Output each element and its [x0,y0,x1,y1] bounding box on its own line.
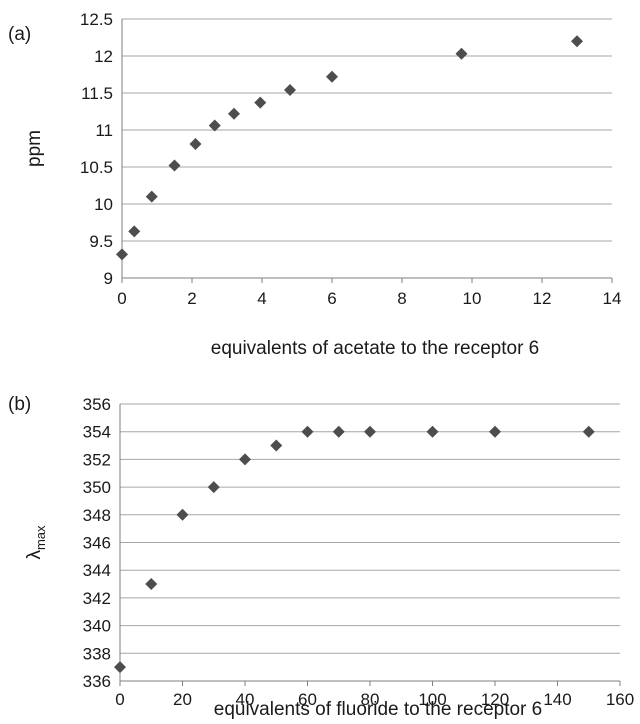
chart-a-y-tick-label: 10.5 [80,158,113,177]
chart-a-x-tick-label: 4 [257,289,266,308]
chart-a-data-point [128,225,141,238]
chart-a-data-point [116,248,128,261]
chart-b-y-tick-label: 352 [83,450,111,469]
chart-b-x-tick-label: 0 [115,690,124,709]
chart-b-y-tick-label: 348 [83,506,111,525]
chart-b-x-tick-label: 160 [606,690,634,709]
chart-b-data-point [364,425,376,438]
chart-b-x-tick-label: 140 [543,690,571,709]
chart-a-x-tick-label: 6 [327,289,336,308]
chart-a-y-tick-label: 11.5 [81,84,113,103]
chart-a-data-point [326,70,338,83]
chart-b-y-axis-title: λmax [24,525,48,560]
chart-a-x-axis-title: equivalents of acetate to the receptor 6 [211,338,540,359]
chart-b-y-tick-label: 356 [83,395,111,414]
chart-a: 9 9.5 10 10.5 11 11.5 12 12.5 0 2 4 6 8 10 12 14 (a) equi… [8,10,621,359]
chart-a-y-tick-label: 12 [94,47,113,66]
chart-a-x-tick-label: 12 [533,289,552,308]
chart-a-data-point [228,107,240,120]
chart-a-y-axis-title: ppm [24,130,45,167]
chart-b-data-point [207,481,220,494]
chart-b-x-tick-label: 80 [361,690,380,709]
chart-b-y-tick-label: 336 [83,672,111,691]
chart-a-panel-label: (a) [8,24,31,45]
chart-b-y-tick-label: 342 [83,589,111,608]
chart-b-panel-label: (b) [8,394,31,415]
chart-b-y-tick-label: 338 [83,644,111,663]
chart-b-data-point [426,425,439,438]
chart-a-y-tick-label: 11 [95,121,113,140]
chart-a-data-point [168,159,181,172]
chart-a-x-tick-label: 8 [397,289,406,308]
chart-a-data-point [254,96,267,109]
chart-a-x-tick-label: 14 [603,289,622,308]
chart-a-y-tick-label: 9 [104,269,113,288]
chart-b-data-point [301,425,314,438]
chart-b-y-tick-label: 354 [83,423,111,442]
chart-b-data-point [145,578,158,591]
chart-a-y-axis-title-main: ppm [24,130,45,167]
chart-b-x-tick-label: 40 [236,690,255,709]
chart-a-data-point [455,47,468,60]
chart-a-x-tick-label: 0 [117,289,126,308]
chart-a-data-point [189,138,202,151]
chart-a-data-point [571,35,583,48]
chart-b-x-tick-label: 20 [173,690,192,709]
chart-b-data-point [489,425,501,438]
chart-b-data-point [582,425,595,438]
chart-b: 336 338 340 342 344 346 348 350 352 354 356 0 20 40 60… [8,394,634,720]
chart-b-y-tick-label: 344 [83,561,111,580]
chart-a-data-point [208,119,221,132]
chart-b-x-tick-label: 120 [481,690,509,709]
chart-a-y-tick-label: 10 [94,195,113,214]
chart-b-data-point [332,425,345,438]
chart-a-x-tick-label: 2 [187,289,196,308]
chart-b-data-point [176,508,189,521]
chart-b-x-tick-label: 100 [418,690,446,709]
chart-b-x-tick-label: 60 [298,690,317,709]
chart-a-data-point [284,84,296,97]
chart-b-data-point [114,661,126,674]
chart-b-y-tick-label: 346 [83,534,111,553]
chart-a-data-point [145,190,158,203]
chart-a-y-tick-label: 12.5 [80,10,113,29]
chart-a-x-tick-label: 10 [463,289,482,308]
chart-b-data-point [270,439,283,452]
chart-a-y-tick-label: 9.5 [89,232,113,251]
chart-b-y-axis-title-subscript: max [33,525,48,550]
chart-b-y-axis-title-main: λ [24,550,45,560]
chart-b-y-tick-label: 350 [83,478,111,497]
chart-b-data-point [239,453,251,466]
chart-b-y-tick-label: 340 [83,617,111,636]
chart-b-x-axis-title: equivalents of fluoride to the receptor … [214,699,542,720]
